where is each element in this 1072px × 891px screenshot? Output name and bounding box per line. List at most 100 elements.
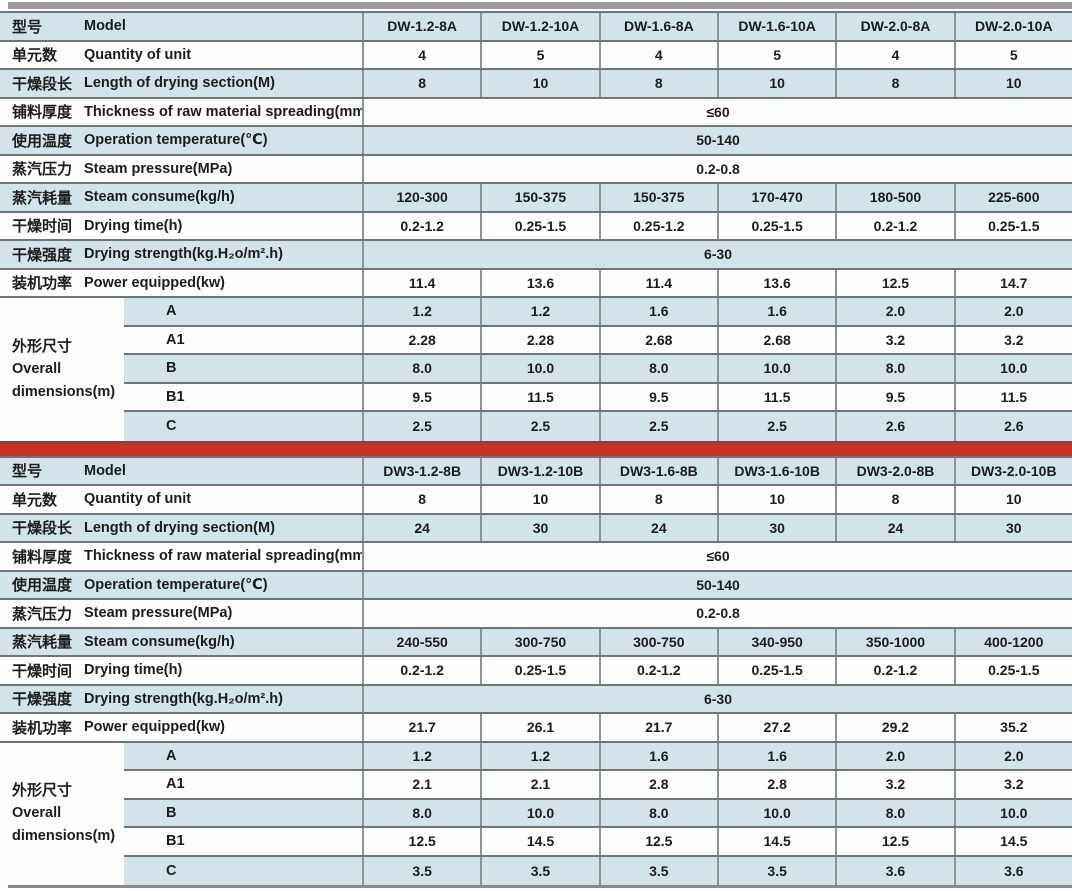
value-cell: 8: [598, 70, 717, 97]
value-cell: 150-375: [598, 184, 717, 211]
row-label-cn-steam-consume: 蒸汽耗量: [12, 634, 73, 652]
value-cell: 2.5: [362, 412, 480, 441]
value-cell: 3.2: [835, 771, 953, 798]
value-cell: 3.2: [953, 771, 1072, 798]
dim-sub-label-a: A: [166, 747, 177, 764]
row-label-model: 型号 Model: [0, 458, 362, 485]
value-cell: 1.6: [716, 742, 835, 769]
value-cell: 350-1000: [835, 628, 953, 655]
value-cell: 8.0: [835, 355, 953, 382]
row-quantity-of-unit: 单元数 Quantity of unit 4 5 4 5 4 5: [0, 41, 1072, 70]
row-spreading-thickness: 铺料厚度 Thickness of raw material spreading(…: [0, 98, 1072, 127]
overall-dimensions-label: 外形尺寸 Overall dimensions(m): [0, 298, 124, 441]
value-cell: 8.0: [835, 799, 953, 826]
value-cell: 2.68: [598, 326, 717, 353]
value-cell: 24: [835, 514, 953, 541]
value-cell: 180-500: [835, 184, 953, 211]
model-header-cell: DW3-1.2-10B: [480, 457, 598, 484]
value-cell: 24: [598, 514, 717, 541]
value-cell: 8: [598, 486, 717, 513]
value-cell: 14.5: [480, 828, 598, 855]
value-cell: 30: [480, 514, 598, 541]
overall-dimensions-label: 外形尺寸 Overall dimensions(m): [0, 742, 124, 885]
row-label-steam-pressure: 蒸汽压力 Steam pressure(MPa): [0, 600, 362, 627]
dim-sub-label-b1: B1: [166, 833, 185, 850]
row-label-en-drying-section-length: Length of drying section(M): [84, 75, 275, 92]
dims-label-en-line1: Overall: [12, 360, 62, 377]
value-cell: 150-375: [480, 184, 598, 211]
value-cell: 8.0: [598, 799, 717, 826]
row-drying-strength: 干燥强度 Drying strength(kg.H₂o/m².h) 6-30: [0, 685, 1072, 714]
value-cell: 2.1: [362, 771, 480, 798]
row-label-cn-quantity-of-unit: 单元数: [12, 47, 58, 65]
value-cell: 1.2: [480, 742, 598, 769]
value-cell: 30: [953, 514, 1072, 541]
value-cell: 2.5: [598, 412, 717, 441]
value-cell: 24: [362, 514, 480, 541]
row-label-en-quantity-of-unit: Quantity of unit: [84, 46, 192, 63]
dim-sub-label-c: C: [166, 862, 177, 879]
dim-row-b1: B1 9.5 11.5 9.5 11.5 9.5 11.5: [124, 383, 1072, 412]
row-label-cn-spreading-thickness: 铺料厚度: [12, 548, 73, 566]
row-label-model: 型号 Model: [0, 13, 362, 40]
value-cell: 11.5: [480, 383, 598, 410]
row-steam-consume: 蒸汽耗量 Steam consume(kg/h) 240-550 300-750 300…: [0, 628, 1072, 657]
top-rule: [8, 2, 1072, 9]
value-cell: 0.2-1.2: [362, 212, 480, 239]
row-label-spreading-thickness: 铺料厚度 Thickness of raw material spreading(…: [0, 99, 362, 126]
value-cell: 2.28: [480, 326, 598, 353]
model-header-cell: DW-1.6-8A: [598, 13, 717, 40]
value-cell: 8.0: [362, 799, 480, 826]
value-cell: 9.5: [835, 383, 953, 410]
row-label-cn-power-equipped: 装机功率: [12, 719, 73, 737]
row-label-cn-model: 型号: [12, 463, 43, 481]
row-steam-pressure: 蒸汽压力 Steam pressure(MPa) 0.2-0.8: [0, 155, 1072, 184]
overall-dimensions-rows: A 1.2 1.2 1.6 1.6 2.0 2.0 A1 2.28 2.28 2.68 2.68 3.2…: [124, 298, 1072, 441]
value-cell: 3.5: [598, 856, 717, 885]
model-header-cell: DW-2.0-10A: [953, 13, 1072, 40]
span-value-cell: ≤60: [362, 543, 1072, 570]
row-label-quantity-of-unit: 单元数 Quantity of unit: [0, 42, 362, 69]
row-label-cn-operation-temperature: 使用温度: [12, 132, 73, 150]
value-cell: 2.68: [716, 326, 835, 353]
value-cell: 10: [716, 70, 835, 97]
value-cell: 1.6: [598, 742, 717, 769]
row-label-en-steam-consume: Steam consume(kg/h): [84, 633, 235, 650]
row-drying-time: 干燥时间 Drying time(h) 0.2-1.2 0.25-1.5 0.25-1.…: [0, 212, 1072, 241]
row-label-cn-steam-pressure: 蒸汽压力: [12, 605, 73, 623]
value-cell: 2.6: [953, 412, 1072, 441]
value-cell: 21.7: [362, 714, 480, 741]
value-cell: 2.8: [716, 771, 835, 798]
dim-row-a: A 1.2 1.2 1.6 1.6 2.0 2.0: [124, 742, 1072, 771]
value-cell: 26.1: [480, 714, 598, 741]
row-label-operation-temperature: 使用温度 Operation temperature(℃): [0, 572, 362, 599]
model-header-cell: DW3-1.6-8B: [598, 457, 717, 484]
value-cell: 9.5: [598, 383, 717, 410]
row-label-drying-time: 干燥时间 Drying time(h): [0, 213, 362, 240]
row-label-drying-section-length: 干燥段长 Length of drying section(M): [0, 70, 362, 97]
value-cell: 225-600: [953, 184, 1072, 211]
value-cell: 2.0: [953, 742, 1072, 769]
row-label-en-steam-pressure: Steam pressure(MPa): [84, 160, 233, 177]
row-label-power-equipped: 装机功率 Power equipped(kw): [0, 270, 362, 297]
value-cell: 3.6: [835, 856, 953, 885]
value-cell: 2.5: [716, 412, 835, 441]
row-label-en-drying-time: Drying time(h): [84, 217, 183, 234]
value-cell: 10: [480, 486, 598, 513]
value-cell: 0.25-1.5: [716, 657, 835, 684]
dim-sub-label-a: A: [166, 303, 177, 320]
value-cell: 240-550: [362, 628, 480, 655]
value-cell: 0.2-1.2: [835, 657, 953, 684]
row-label-cn-drying-section-length: 干燥段长: [12, 520, 73, 538]
dim-sub-label-b: B: [166, 360, 177, 377]
value-cell: 11.5: [716, 383, 835, 410]
dim-row-c: C 2.5 2.5 2.5 2.5 2.6 2.6: [124, 412, 1072, 441]
row-label-en-drying-strength: Drying strength(kg.H₂o/m².h): [84, 690, 283, 707]
row-label-en-drying-section-length: Length of drying section(M): [84, 519, 275, 536]
row-label-en-steam-consume: Steam consume(kg/h): [84, 189, 235, 206]
value-cell: 11.5: [953, 383, 1072, 410]
row-drying-time: 干燥时间 Drying time(h) 0.2-1.2 0.25-1.5 0.2-1.2…: [0, 657, 1072, 686]
row-label-en-model: Model: [84, 462, 126, 479]
spec-table-series-a: 型号 Model DW-1.2-8A DW-1.2-10A DW-1.6-8A DW-1.…: [0, 11, 1072, 441]
value-cell: 0.25-1.2: [598, 212, 717, 239]
